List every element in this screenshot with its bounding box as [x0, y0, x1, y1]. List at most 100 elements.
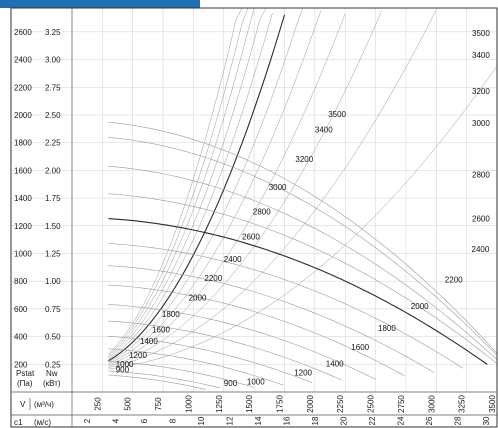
power-tick-label: 1.25 [45, 249, 61, 258]
rpm-curve [108, 374, 206, 390]
power-tick-label: 2.75 [45, 83, 61, 92]
velocity-tick-label: 2 [83, 418, 92, 423]
system-curve [108, 12, 273, 360]
flow-tick-label: 750 [154, 397, 163, 411]
pressure-tick-label: 200 [14, 360, 28, 369]
rpm-label-left: 2400 [224, 255, 242, 264]
rpm-label-left: 3400 [315, 125, 333, 134]
rpm-label-right: 3200 [472, 87, 490, 96]
rpm-curve [108, 121, 498, 354]
rpm-curve [108, 218, 488, 365]
velocity-tick-label: 22 [368, 416, 377, 425]
system-curve [108, 7, 249, 356]
rpm-label-right: 2200 [445, 276, 463, 285]
velocity-tick-label: 10 [197, 416, 206, 425]
rpm-curve [108, 265, 435, 373]
flow-tick-label: 1250 [215, 395, 224, 413]
system-curve [108, 7, 255, 357]
velocity-tick-label: 28 [454, 416, 463, 425]
plot-border [10, 7, 498, 428]
rpm-label-right: 2600 [472, 215, 490, 224]
rpm-label-right: 1000 [247, 377, 265, 386]
velocity-tick-label: 16 [283, 416, 292, 425]
velocity-tick-label: 26 [425, 416, 434, 425]
system-curve [108, 7, 243, 355]
power-axis-label: Nw [46, 369, 58, 378]
flow-tick-label: 1000 [184, 395, 193, 413]
flow-axis-label: V [20, 400, 26, 409]
rpm-label-left: 1000 [116, 360, 134, 369]
flow-tick-label: 2500 [367, 395, 376, 413]
pressure-tick-label: 2000 [14, 111, 32, 120]
rpm-curve [108, 243, 464, 369]
pressure-axis-label: Pstat [16, 369, 35, 378]
rpm-label-right: 1400 [326, 359, 344, 368]
rpm-label-left: 1800 [162, 310, 180, 319]
pressure-tick-label: 2200 [14, 83, 32, 92]
velocity-tick-label: 14 [254, 416, 263, 425]
flow-tick-label: 2750 [397, 395, 406, 413]
rpm-curve [108, 336, 313, 384]
rpm-curve [108, 360, 255, 388]
rpm-curves [108, 121, 498, 390]
power-tick-label: 3.25 [45, 28, 61, 37]
rpm-label-left: 2800 [253, 208, 271, 217]
pressure-tick-label: 1800 [14, 139, 32, 148]
velocity-tick-label: 18 [311, 416, 320, 425]
flow-tick-label: 250 [93, 397, 102, 411]
axes: Pstat (Па) Nw (кВт) V (м³/ч) c1 (м/с) [10, 7, 498, 428]
flow-tick-label: 1750 [276, 395, 285, 413]
velocity-tick-label: 24 [397, 416, 406, 425]
pressure-tick-label: 1000 [14, 249, 32, 258]
power-tick-label: 2.50 [45, 111, 61, 120]
rpm-curve [108, 137, 498, 356]
rpm-curve [108, 193, 498, 364]
pressure-tick-label: 1400 [14, 194, 32, 203]
system-curve [108, 7, 267, 359]
rpm-label-left: 2600 [242, 233, 260, 242]
power-tick-label: 1.50 [45, 222, 61, 231]
velocity-tick-label: 4 [112, 418, 121, 423]
pressure-tick-label: 1200 [14, 222, 32, 231]
rpm-curve [108, 370, 221, 389]
velocity-axis-label: c1 [14, 418, 23, 427]
velocity-axis-unit: (м/с) [34, 418, 51, 427]
system-curve [108, 9, 437, 368]
rpm-label-left: 2000 [189, 294, 207, 303]
pressure-tick-label: 600 [14, 305, 28, 314]
rpm-label-right: 2800 [472, 170, 490, 179]
rpm-label-left: 1200 [129, 351, 147, 360]
rpm-label-right: 900 [224, 379, 238, 388]
rpm-label-right: 3000 [472, 119, 490, 128]
system-curves [108, 7, 498, 370]
pressure-tick-label: 2600 [14, 28, 32, 37]
rpm-label-right: 2000 [411, 302, 429, 311]
velocity-tick-label: 6 [140, 418, 149, 423]
pressure-tick-label: 400 [14, 333, 28, 342]
power-tick-label: 1.00 [45, 277, 61, 286]
rpm-label-right: 1200 [294, 368, 312, 377]
rpm-label-right: 1800 [378, 324, 396, 333]
system-curve [108, 10, 382, 367]
tick-labels: 2004006008001000120014001600180020002200… [14, 28, 497, 426]
rpm-curve [108, 304, 376, 380]
rpm-labels: 9001000120014001600180020002200240026002… [116, 29, 491, 388]
power-tick-label: 2.00 [45, 166, 61, 175]
system-curve [108, 13, 346, 366]
rpm-label-right: 3500 [472, 29, 490, 38]
power-tick-label: 0.75 [45, 305, 61, 314]
flow-tick-label: 2000 [306, 395, 315, 413]
power-tick-label: 3.00 [45, 56, 61, 65]
flow-tick-label: 3000 [427, 395, 436, 413]
pressure-tick-label: 800 [14, 277, 28, 286]
flow-tick-label: 2250 [336, 395, 345, 413]
power-tick-label: 0.25 [45, 360, 61, 369]
system-curve [108, 65, 498, 370]
rpm-label-left: 2200 [204, 274, 222, 283]
system-curve [108, 7, 303, 363]
system-curve [108, 14, 286, 362]
rpm-curve [108, 284, 405, 377]
power-tick-label: 1.75 [45, 194, 61, 203]
